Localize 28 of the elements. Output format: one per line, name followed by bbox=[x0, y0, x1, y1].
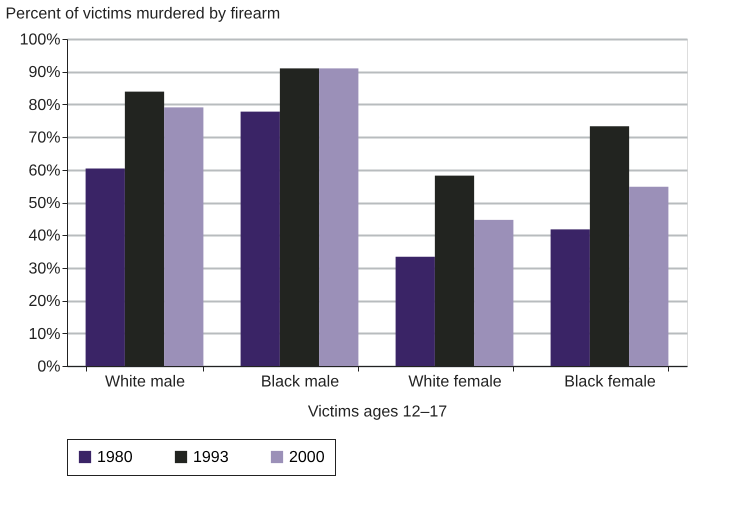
y-tick-label: 20% bbox=[28, 293, 60, 310]
y-tick-label: 70% bbox=[28, 130, 60, 147]
y-tick-label: 90% bbox=[28, 64, 60, 82]
x-tick-label: Black male bbox=[260, 374, 340, 390]
x-tick-label: White female bbox=[408, 374, 502, 390]
bar bbox=[319, 68, 358, 366]
y-axis-title: Percent of victims murdered by firearm bbox=[6, 6, 280, 22]
legend-label: 1993 bbox=[193, 449, 229, 466]
bar bbox=[86, 168, 125, 366]
legend-label: 1980 bbox=[97, 449, 133, 466]
y-tick-label: 10% bbox=[28, 326, 60, 343]
x-tick-label: Black female bbox=[564, 374, 656, 390]
bar bbox=[240, 112, 280, 366]
y-tick-label: 30% bbox=[28, 260, 60, 278]
x-axis-title: Victims ages 12–17 bbox=[308, 404, 448, 420]
y-tick-label: 80% bbox=[28, 96, 60, 114]
bar bbox=[474, 220, 514, 366]
y-tick-label: 50% bbox=[28, 195, 60, 212]
y-tick-label: 0% bbox=[37, 358, 60, 376]
legend-label: 2000 bbox=[289, 449, 325, 466]
y-tick-label: 40% bbox=[28, 228, 60, 245]
bar bbox=[164, 107, 204, 366]
y-tick-label: 100% bbox=[20, 32, 60, 48]
bar bbox=[550, 229, 590, 366]
bar bbox=[629, 186, 668, 366]
y-tick-label: 60% bbox=[28, 162, 60, 180]
x-tick-label: White male bbox=[104, 374, 186, 390]
bar bbox=[396, 256, 435, 366]
